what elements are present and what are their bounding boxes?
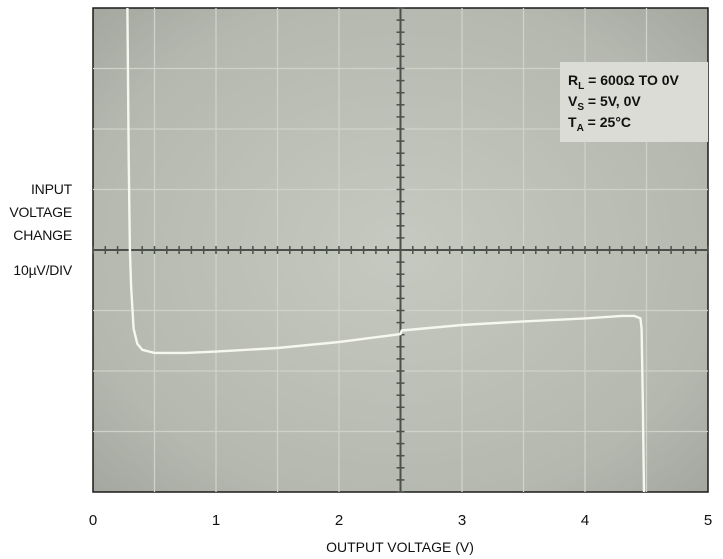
x-tick-label: 2 <box>335 512 343 529</box>
y-scale-label: 10µV/DIV <box>13 262 72 278</box>
y-label-line-3: CHANGE <box>13 227 72 243</box>
y-label-line-1: INPUT <box>31 181 73 197</box>
legend-load: RL = 600Ω TO 0V <box>568 72 680 92</box>
x-tick-label: 4 <box>581 512 589 529</box>
legend-box <box>560 62 708 142</box>
x-tick-label: 1 <box>212 512 220 529</box>
x-axis-label: OUTPUT VOLTAGE (V) <box>326 539 474 555</box>
y-label-line-2: VOLTAGE <box>9 204 72 220</box>
series-line <box>126 7 646 493</box>
legend-temperature: TA = 25°C <box>568 114 631 134</box>
y-axis-label: INPUT VOLTAGE CHANGE 10µV/DIV <box>9 181 73 278</box>
x-tick-label: 0 <box>89 512 97 529</box>
x-tick-labels: 0 1 2 3 4 5 <box>89 512 712 529</box>
center-axes <box>92 7 709 493</box>
x-tick-label: 5 <box>704 512 712 529</box>
legend-supply: VS = 5V, 0V <box>568 93 641 113</box>
x-tick-label: 3 <box>458 512 466 529</box>
conditions-legend: RL = 600Ω TO 0V VS = 5V, 0V TA = 25°C <box>560 62 708 142</box>
